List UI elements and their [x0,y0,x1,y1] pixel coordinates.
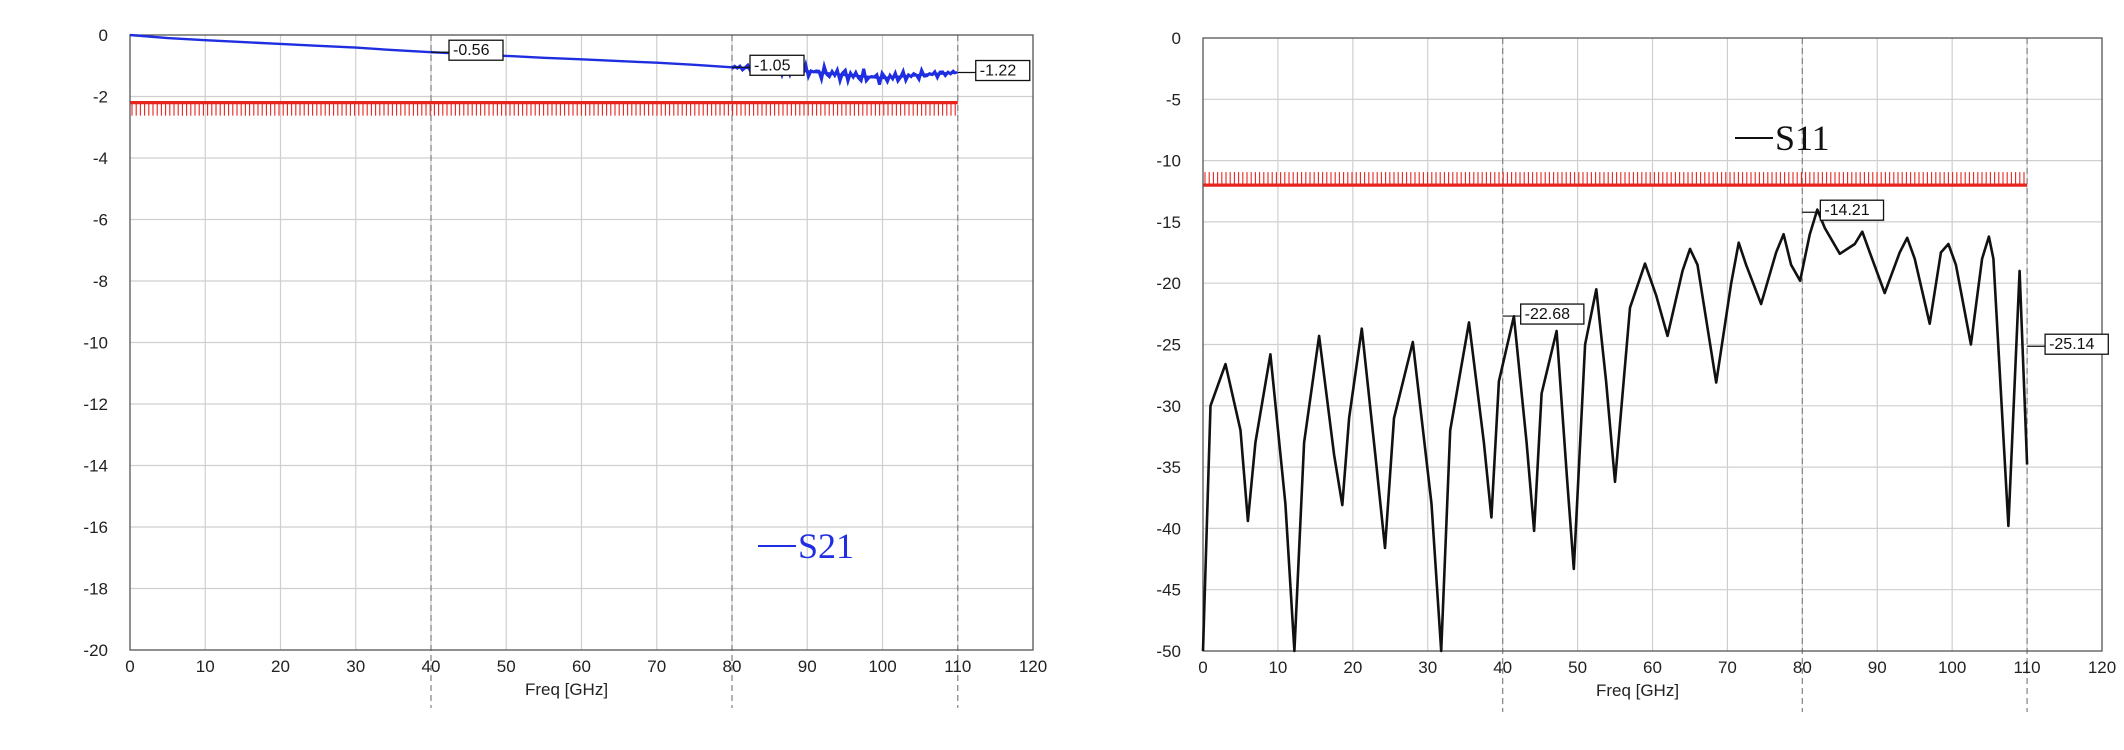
marker-value: -0.56 [453,42,490,59]
limit-line [130,101,958,116]
y-tick-label: -14 [83,457,108,476]
marker-box [749,54,805,76]
y-tick-label: -10 [83,334,108,353]
x-tick-label: 0 [125,657,134,676]
x-axis-title: Freq [GHz] [525,680,608,699]
legend: S21 [758,526,854,566]
x-tick-label: 20 [271,657,290,676]
y-tick-label: -35 [1156,458,1181,477]
x-tick-label: 100 [1938,658,1966,677]
x-tick-label: 120 [1019,657,1047,676]
marker-callout: -14.21 [1802,199,1885,221]
y-tick-label: -18 [83,580,108,599]
x-tick-label: 10 [1268,658,1287,677]
x-tick-label: 60 [1643,658,1662,677]
marker-callout: -22.68 [1502,303,1585,325]
s21-chart-panel: 0 10 20 30 40 50 60 70 80 90 100 110 120 0 -2 -4 -6 -8 -10… [83,26,1047,708]
limit-line [1203,172,2028,187]
marker-value: -22.68 [1525,306,1570,323]
y-tick-label: -10 [1156,152,1181,171]
y-tick-label: -16 [83,518,108,537]
x-tick-label: 80 [723,657,742,676]
x-tick-label: 0 [1198,658,1207,677]
y-tick-label: -4 [93,149,108,168]
x-tick-label: 20 [1343,658,1362,677]
s11-chart-panel: 0 10 20 30 40 50 60 70 80 90 100 110 120 0 -5 -10 -15 -20… [1062,0,2124,750]
marker-box [1520,303,1585,325]
x-tick-label: 110 [944,657,971,676]
marker-callout: -0.56 [431,39,504,61]
x-tick-label: 70 [1718,658,1737,677]
y-tick-label: 0 [1172,29,1181,48]
x-tick-label: 80 [1793,658,1812,677]
series-line-s11 [1201,208,2029,653]
x-tick-label: 40 [1493,658,1512,677]
x-tick-label: 100 [868,657,896,676]
marker-callout: -25.14 [2027,333,2109,355]
y-tick-label: -25 [1156,336,1181,355]
plot-border [129,34,1034,651]
marker-value: -1.22 [980,63,1017,80]
x-tick-label: 90 [798,657,817,676]
marker-callout: -1.05 [732,54,805,76]
x-tick-label: 30 [346,657,365,676]
x-tick-label: 30 [1418,658,1437,677]
y-tick-label: -40 [1156,519,1181,538]
x-tick-label: 40 [422,657,441,676]
x-tick-label: 50 [1568,658,1587,677]
marker-value: -25.14 [2049,336,2094,353]
x-tick-label: 70 [647,657,666,676]
marker-box [2044,333,2109,355]
s11-chart: 0 10 20 30 40 50 60 70 80 90 100 110 120 0 -5 -10 -15 -20… [1156,29,2116,712]
y-tick-label: -50 [1156,642,1181,661]
x-axis-title: Freq [GHz] [1596,681,1679,700]
y-tick-label: -12 [83,395,108,414]
y-tick-label: 0 [99,26,108,45]
y-tick-label: -30 [1156,397,1181,416]
y-tick-label: -15 [1156,213,1181,232]
x-tick-label: 50 [497,657,516,676]
x-tick-label: 10 [196,657,215,676]
x-tick-label: 120 [2088,658,2116,677]
y-tick-label: -45 [1156,581,1181,600]
x-tick-label: 110 [2014,658,2041,677]
marker-callout: -1.22 [957,59,1031,82]
marker-box [448,39,504,61]
y-tick-label: -5 [1166,90,1181,109]
s21-chart: 0 10 20 30 40 50 60 70 80 90 100 110 120 0 -2 -4 -6 -8 -10… [83,26,1047,708]
y-tick-label: -20 [1156,274,1181,293]
marker-box [975,59,1031,82]
legend: S11 [1735,118,1830,158]
marker-box [1819,199,1885,221]
x-tick-label: 60 [572,657,591,676]
y-tick-label: -20 [83,641,108,660]
legend-label: S11 [1775,118,1830,158]
y-tick-label: -6 [93,211,108,230]
marker-value: -14.21 [1824,202,1869,219]
y-tick-label: -2 [93,88,108,107]
grid-lines [1203,38,2102,651]
marker-value: -1.05 [754,57,791,74]
legend-label: S21 [798,526,854,566]
x-tick-label: 90 [1868,658,1887,677]
y-tick-label: -8 [93,272,108,291]
